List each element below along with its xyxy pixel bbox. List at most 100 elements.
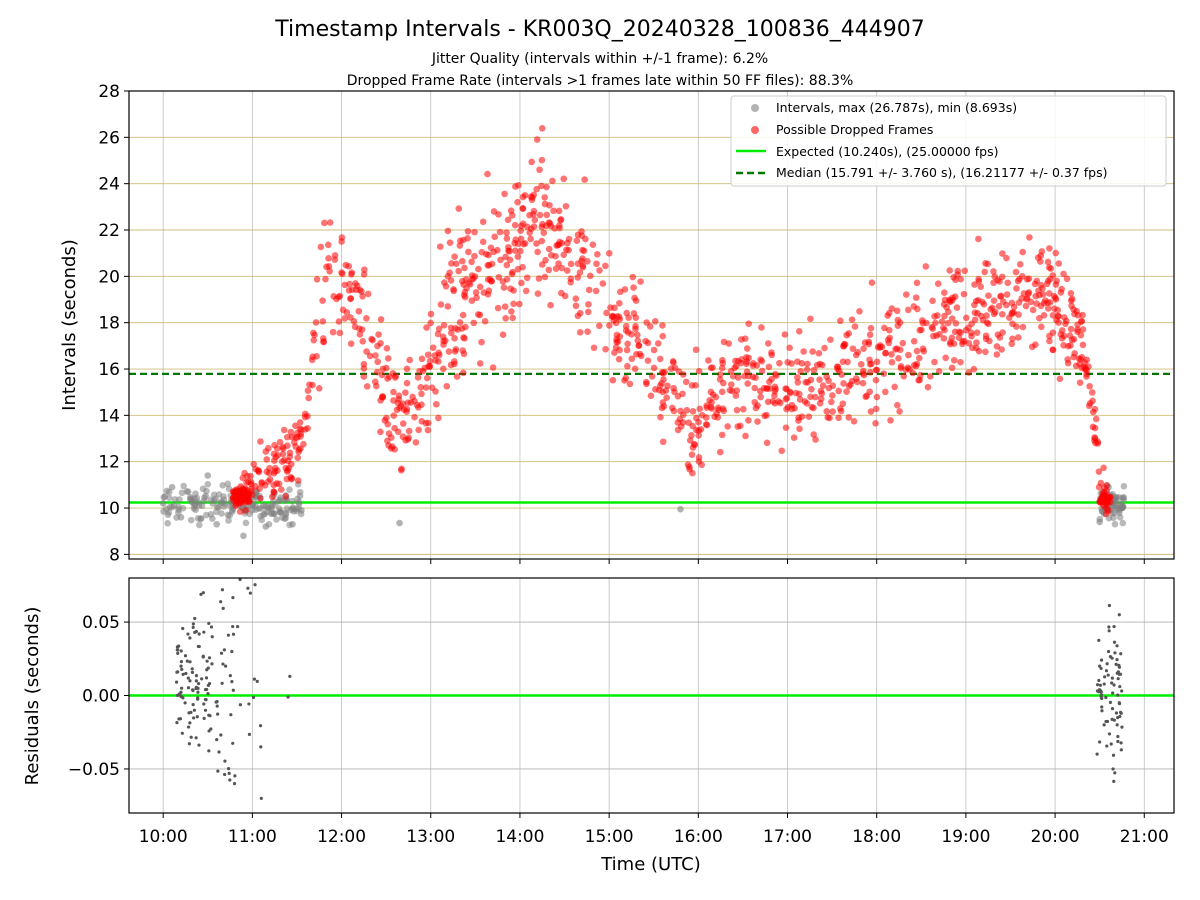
- interval-point: [298, 507, 305, 514]
- dropped-frame-point: [1035, 287, 1042, 294]
- dropped-frame-point: [809, 348, 816, 355]
- dropped-frame-point: [481, 317, 489, 325]
- dropped-frame-point: [740, 405, 747, 413]
- dropped-frame-point: [319, 318, 327, 325]
- dropped-frame-point: [1075, 355, 1083, 362]
- dropped-frame-point: [403, 405, 411, 413]
- dropped-frame-point: [752, 404, 760, 412]
- residual-point: [199, 592, 203, 596]
- dropped-frame-point: [511, 239, 518, 247]
- residual-point: [197, 682, 201, 686]
- dropped-frame-point: [375, 331, 382, 338]
- dropped-frame-point: [539, 220, 546, 228]
- dropped-frame-point: [674, 392, 682, 400]
- dropped-frame-point: [1003, 254, 1010, 262]
- intervals-y-tick-label: 20: [98, 267, 120, 287]
- dropped-frame-point: [506, 256, 514, 264]
- residual-point: [187, 742, 191, 746]
- dropped-frame-point: [728, 381, 735, 388]
- dropped-frame-point: [605, 250, 613, 257]
- dropped-frame-point: [403, 365, 411, 373]
- residual-point: [1108, 700, 1112, 704]
- dropped-frame-point: [856, 308, 863, 315]
- dropped-frame-point: [484, 170, 491, 178]
- time-x-tick-label: 11:00: [228, 827, 277, 847]
- dropped-frame-point: [1077, 331, 1085, 339]
- dropped-frame-point: [585, 286, 593, 294]
- dropped-frame-point: [435, 358, 442, 365]
- interval-point: [184, 488, 192, 496]
- dropped-frame-point: [368, 335, 375, 343]
- dropped-frame-point: [987, 306, 995, 313]
- dropped-frame-point: [625, 314, 632, 321]
- dropped-frame-point: [347, 340, 355, 347]
- residuals-y-tick-label: 0.05: [82, 613, 120, 633]
- dropped-frame-point: [659, 332, 667, 340]
- interval-point: [180, 482, 187, 490]
- interval-point: [289, 497, 296, 505]
- dropped-frame-point: [853, 378, 861, 386]
- dropped-frame-point: [757, 393, 764, 401]
- dropped-frame-point: [922, 263, 930, 270]
- interval-point: [261, 510, 269, 518]
- residual-point: [1110, 717, 1114, 721]
- dropped-frame-point: [631, 365, 639, 373]
- dropped-frame-point: [803, 366, 811, 373]
- dropped-frame-point: [1102, 493, 1109, 501]
- dropped-frame-point: [359, 292, 366, 300]
- dropped-frame-point: [661, 368, 669, 376]
- dropped-frame-point: [468, 258, 475, 266]
- dropped-frame-point: [1008, 310, 1016, 318]
- residual-point: [206, 691, 210, 696]
- interval-point: [187, 516, 195, 524]
- residual-point: [1116, 734, 1120, 739]
- dropped-frame-point: [338, 234, 346, 241]
- residual-point: [176, 648, 180, 652]
- residual-point: [231, 741, 235, 745]
- dropped-frame-point: [663, 394, 670, 401]
- dropped-frame-point: [310, 329, 317, 337]
- residual-point: [196, 696, 200, 700]
- dropped-frame-point: [893, 307, 901, 315]
- residual-point: [1112, 640, 1117, 644]
- dropped-frame-point: [745, 320, 752, 327]
- dropped-frame-point: [590, 344, 598, 352]
- residual-point: [180, 731, 184, 735]
- dropped-frame-point: [959, 340, 966, 348]
- dropped-frame-point: [278, 458, 286, 465]
- residual-point: [1097, 678, 1101, 683]
- interval-point: [203, 511, 210, 519]
- dropped-frame-point: [374, 358, 382, 366]
- dropped-frame-point: [702, 421, 710, 428]
- figure-title: Timestamp Intervals - KR003Q_20240328_10…: [274, 17, 924, 42]
- dropped-frame-point: [835, 414, 842, 422]
- dropped-frame-point: [812, 393, 819, 401]
- dropped-frame-point: [1023, 295, 1030, 303]
- residual-point: [1110, 681, 1114, 685]
- residual-point: [1113, 771, 1117, 775]
- residual-point: [195, 715, 199, 719]
- dropped-frame-point: [960, 290, 968, 298]
- residual-point: [1100, 709, 1104, 713]
- dropped-frame-point: [794, 358, 801, 365]
- dropped-frame-point: [460, 291, 468, 299]
- dropped-frame-point: [946, 267, 954, 274]
- dropped-frame-point: [241, 469, 248, 477]
- dropped-frame-point: [611, 349, 618, 356]
- dropped-frame-point: [887, 417, 894, 424]
- dropped-frame-point: [993, 343, 1001, 350]
- interval-point: [1112, 498, 1120, 505]
- dropped-frame-point: [593, 260, 600, 268]
- dropped-frame-point: [457, 237, 464, 245]
- dropped-frame-point: [528, 158, 535, 166]
- dropped-frame-point: [913, 279, 921, 287]
- residual-point: [1116, 739, 1120, 744]
- dropped-frame-point: [885, 326, 893, 334]
- dropped-frame-point: [435, 414, 442, 422]
- dropped-frame-point: [444, 303, 452, 310]
- dropped-frame-point: [955, 334, 963, 341]
- dropped-frame-point: [476, 283, 484, 291]
- interval-point: [677, 505, 684, 513]
- dropped-frame-point: [971, 281, 978, 288]
